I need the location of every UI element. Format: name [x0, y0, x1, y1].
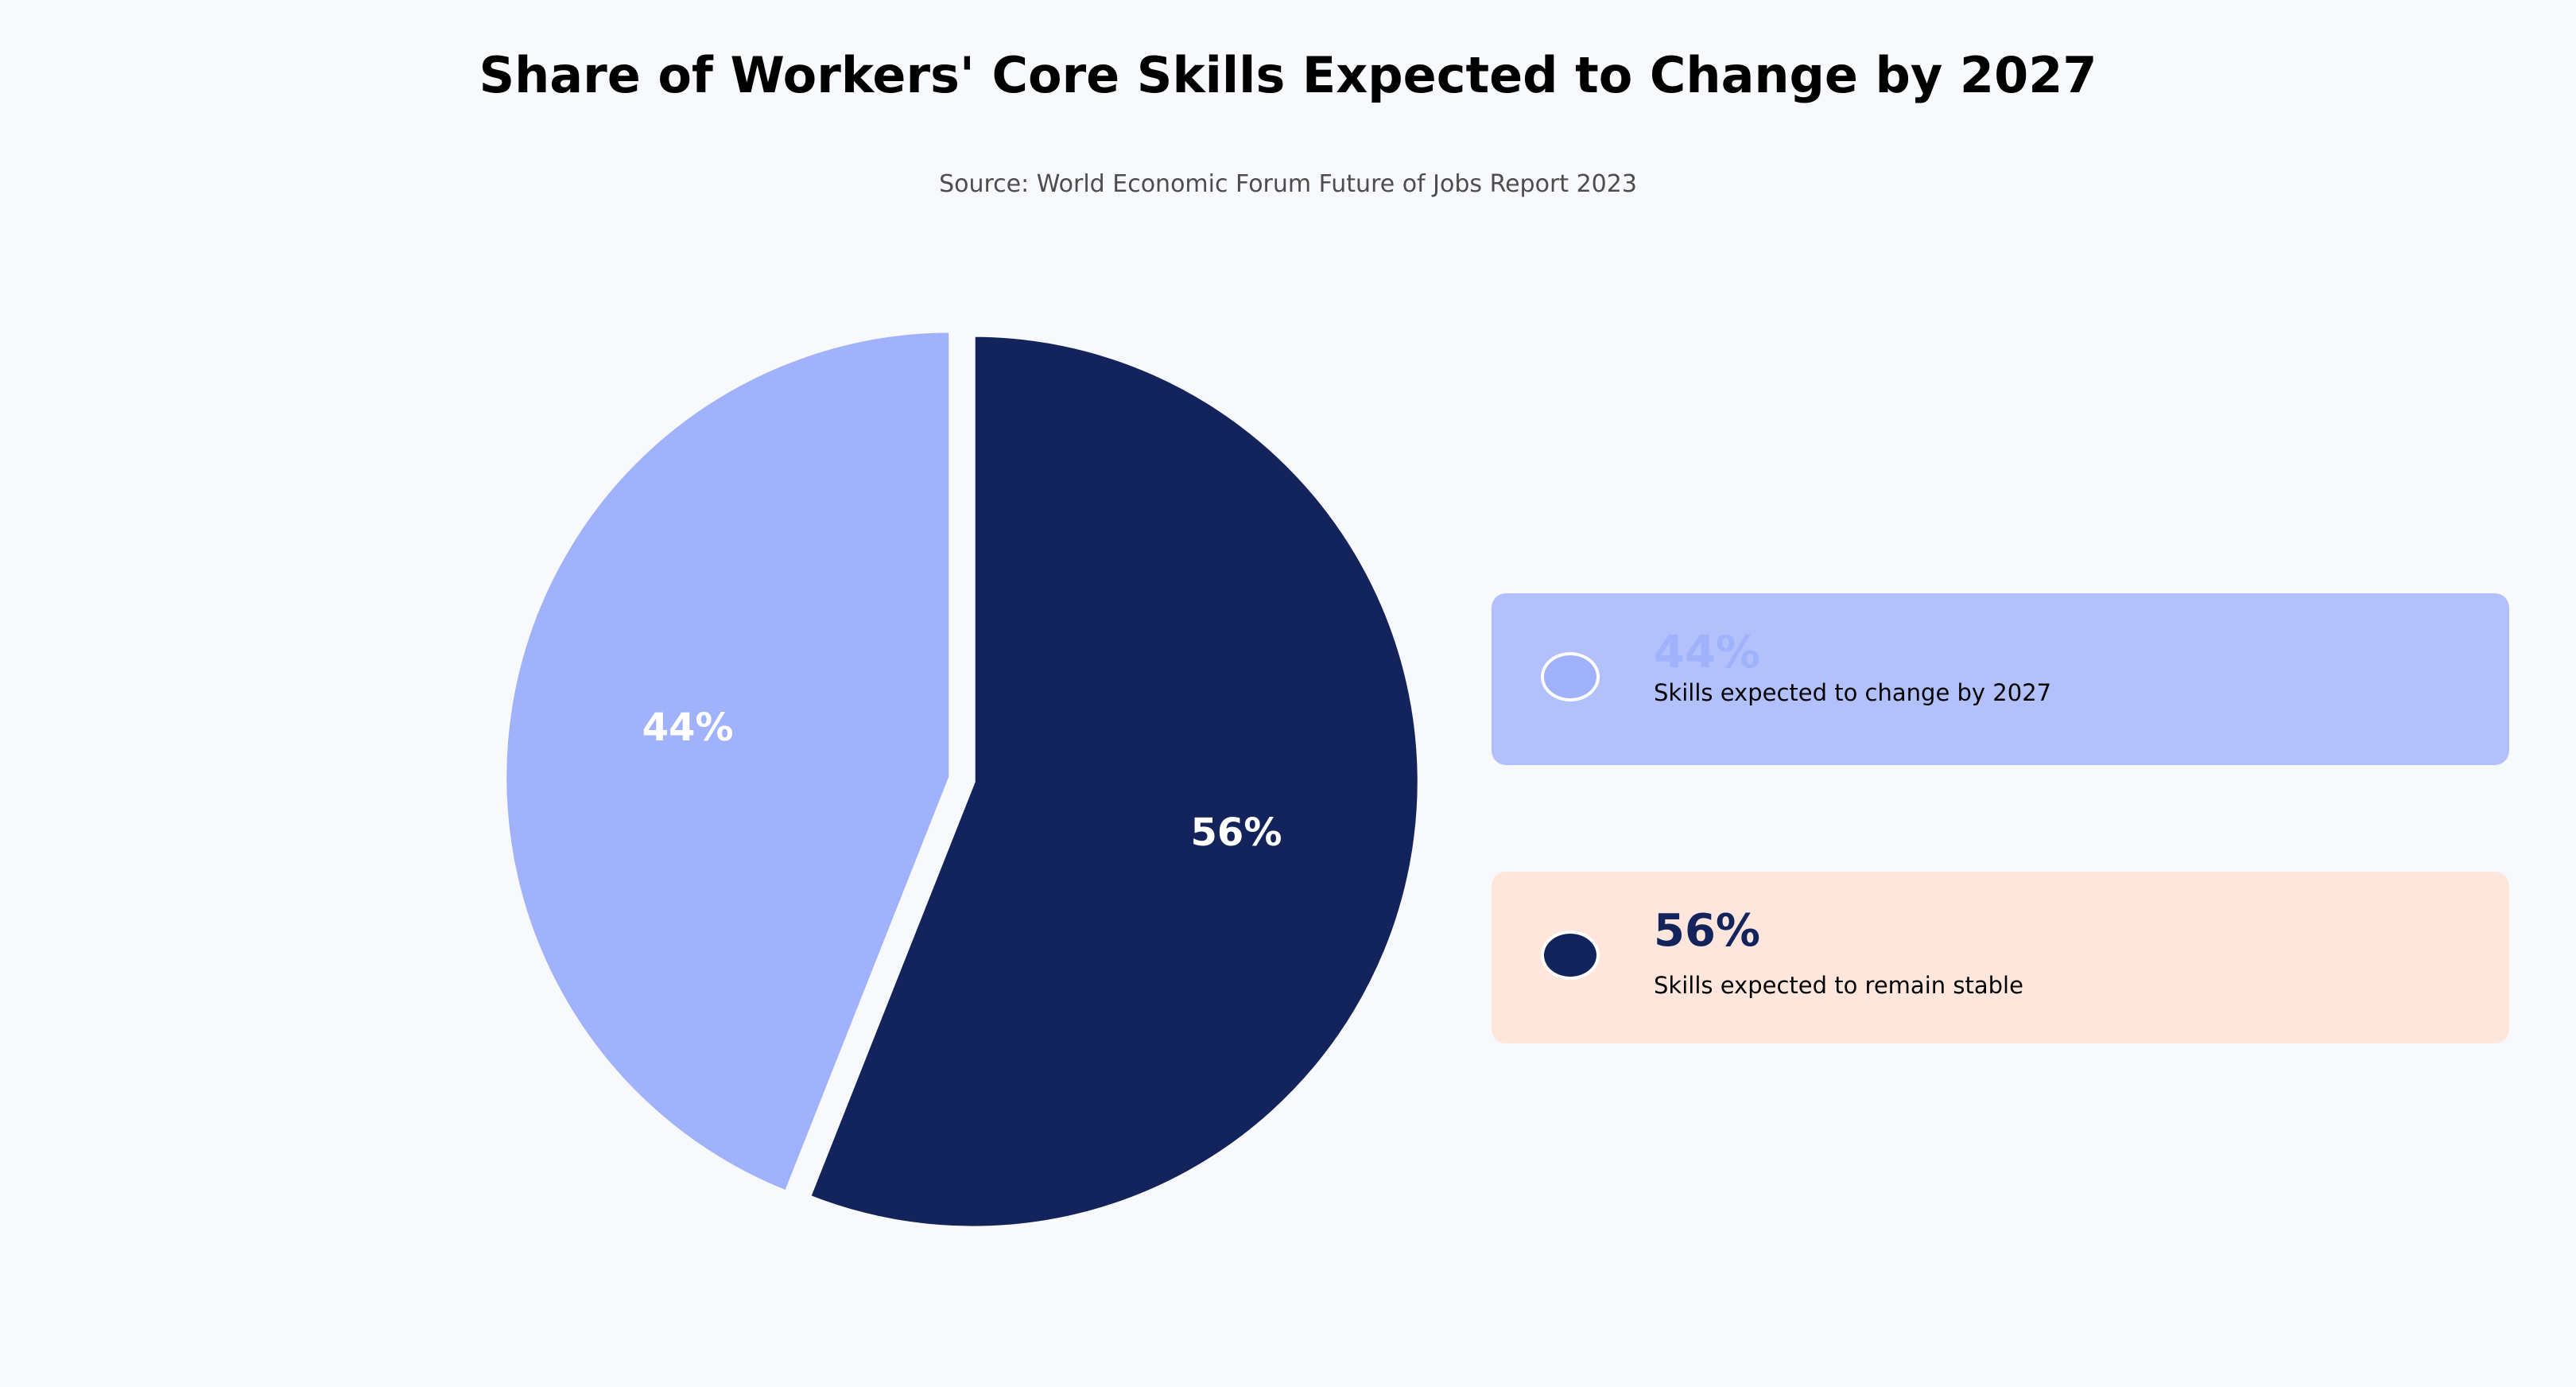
legend-label-skills-stable: Skills expected to remain stable [1654, 972, 2023, 999]
chart-subtitle: Source: World Economic Forum Future of J… [939, 170, 1637, 198]
legend-marker-skills-change [1541, 652, 1600, 701]
pie-label-skills-change: 44% [642, 705, 734, 750]
chart-title: Share of Workers' Core Skills Expected t… [479, 46, 2097, 104]
legend-card-skills-stable: 56% Skills expected to remain stable [1492, 872, 2509, 1043]
legend-card-skills-change: 44% Skills expected to change by 2027 [1492, 593, 2509, 765]
pie-slice-skills-change [502, 328, 954, 1196]
pie-label-skills-stable: 56% [1191, 810, 1282, 855]
legend-value-skills-change: 44% [1654, 627, 1761, 678]
legend-label-skills-change: Skills expected to change by 2027 [1654, 679, 2052, 706]
legend-value-skills-stable: 56% [1654, 905, 1761, 957]
pie-slice-skills-stable [805, 332, 1422, 1231]
legend-marker-skills-stable [1541, 930, 1600, 980]
